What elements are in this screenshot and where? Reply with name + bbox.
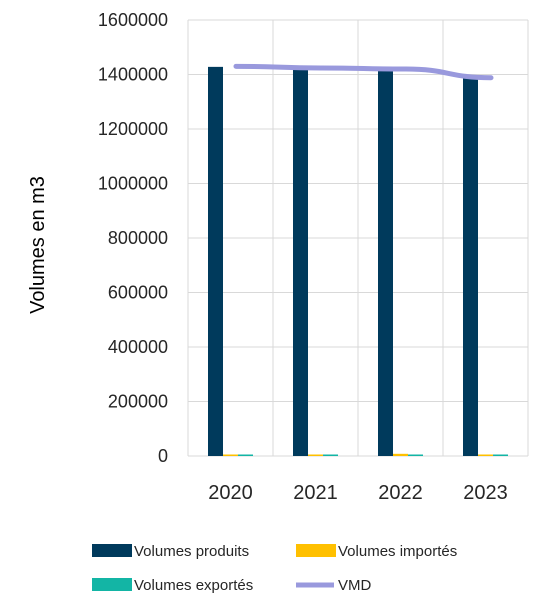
y-tick-label: 800000 [108,228,168,248]
y-tick-label: 600000 [108,283,168,303]
bar-volumes-exportés-2021 [323,454,338,456]
bar-volumes-exportés-2022 [408,454,423,456]
y-axis-ticks: 0 200000 400000 600000 800000 1000000 1200000 1… [98,10,168,466]
bar-volumes-produits-2021 [293,68,308,456]
bar-volumes-produits-2022 [378,69,393,456]
y-tick-label: 1200000 [98,119,168,139]
x-tick-label: 2020 [208,482,253,504]
legend: Volumes produits Volumes importés Volumes … [92,543,457,594]
bars [208,66,508,457]
x-tick-label: 2022 [378,482,423,504]
legend-label: Volumes exportés [134,577,253,594]
legend-swatch [92,578,132,591]
y-tick-label: 1400000 [98,65,168,85]
bar-volumes-importés-2022 [393,453,408,456]
legend-item: Volumes importés [296,543,457,560]
y-tick-label: 1000000 [98,174,168,194]
legend-swatch [296,544,336,557]
gridlines [187,19,529,457]
legend-label: VMD [338,577,372,594]
bar-volumes-importés-2023 [478,454,493,456]
legend-item: Volumes produits [92,543,249,560]
bar-volumes-importés-2020 [223,454,238,456]
y-tick-label: 1600000 [98,10,168,30]
x-axis-ticks: 2020 2021 2022 2023 [208,482,508,504]
y-tick-label: 0 [158,446,168,466]
x-tick-label: 2021 [293,482,338,504]
bar-volumes-importés-2021 [308,454,323,456]
legend-swatch [92,544,132,557]
legend-label: Volumes produits [134,543,249,560]
vmd-line [233,63,494,81]
y-tick-label: 200000 [108,392,168,412]
bar-volumes-produits-2023 [463,77,478,457]
legend-label: Volumes importés [338,543,457,560]
legend-item: VMD [296,577,372,594]
y-axis-label: Volumes en m3 [27,176,49,314]
bar-volumes-exportés-2023 [493,454,508,456]
x-tick-label: 2023 [463,482,508,504]
legend-item: Volumes exportés [92,577,253,594]
line-vmd [233,63,494,81]
bar-volumes-exportés-2020 [238,454,253,456]
bar-volumes-produits-2020 [208,66,223,457]
y-tick-label: 400000 [108,337,168,357]
